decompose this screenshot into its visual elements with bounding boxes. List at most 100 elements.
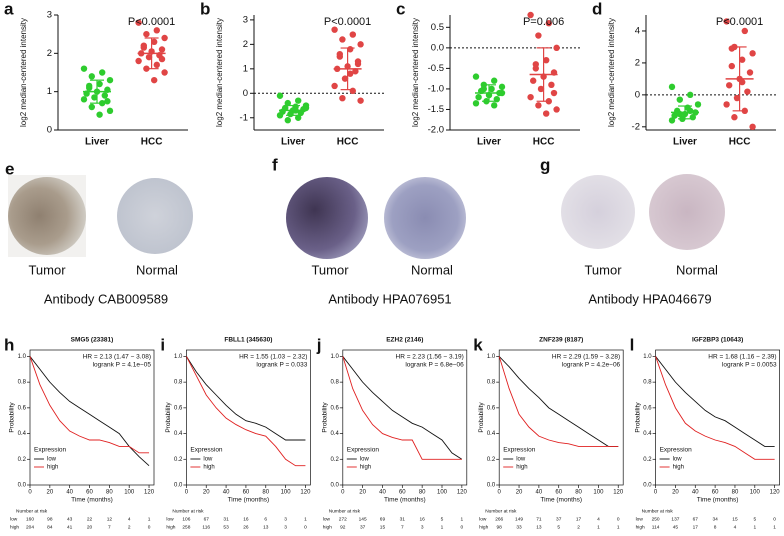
panel-letter: k	[473, 335, 483, 354]
risk-count: 116	[202, 524, 210, 530]
data-point	[480, 85, 487, 93]
km-title: ZNF239 (8187)	[539, 337, 583, 344]
plot-frame	[186, 349, 311, 486]
x-tick-label: 100	[124, 490, 135, 496]
x-tick-label: 80	[419, 490, 426, 496]
risk-count: 5	[557, 524, 560, 530]
data-point	[284, 99, 291, 107]
sample-label: Normal	[676, 262, 718, 277]
hr-text: HR = 2.13 (1.47 − 3.08)	[83, 354, 151, 361]
risk-count: 16	[243, 516, 249, 522]
data-point	[96, 80, 103, 88]
data-point	[151, 38, 158, 46]
legend-label: high	[203, 465, 214, 471]
sample-label: Normal	[411, 262, 453, 277]
data-point	[295, 114, 302, 121]
y-axis-label: log2 median-centered intensity	[215, 18, 224, 127]
survival-curve	[186, 356, 306, 441]
risk-count: 3	[284, 516, 287, 522]
y-tick-label: 0.0	[174, 483, 183, 489]
data-point	[357, 97, 364, 104]
risk-count: 160	[26, 516, 34, 522]
x-tick-label: Liver	[477, 137, 501, 148]
legend-label: high	[360, 465, 371, 471]
risk-row-label: low	[636, 516, 644, 522]
data-point	[668, 83, 676, 91]
y-tick-label: 0.0	[487, 483, 496, 489]
x-tick-label: HCC	[533, 137, 555, 148]
risk-count: 0	[461, 524, 464, 530]
risk-title: Number at risk	[642, 508, 674, 514]
antibody-label: Antibody HPA076951	[328, 291, 451, 306]
risk-count: 2	[128, 524, 131, 530]
risk-count: 6	[264, 516, 267, 522]
ihc-core	[8, 177, 86, 255]
x-tick-label: 60	[399, 490, 406, 496]
panel-letter: h	[4, 335, 14, 354]
y-tick-label: 0.6	[330, 405, 339, 411]
x-tick-label: 20	[359, 490, 366, 496]
risk-row-label: high	[479, 524, 488, 530]
data-point	[331, 82, 338, 90]
panel-letter: i	[160, 335, 165, 354]
data-point	[104, 98, 111, 105]
data-point	[535, 102, 542, 109]
y-tick-label: 2	[243, 39, 248, 50]
data-point	[728, 45, 735, 52]
panel-letter: c	[396, 0, 405, 18]
risk-count: 34	[712, 516, 718, 522]
x-tick-label: 80	[106, 490, 113, 496]
data-point	[106, 76, 114, 84]
risk-count: 145	[359, 516, 367, 522]
data-point	[532, 61, 539, 68]
x-tick-label: 120	[613, 490, 624, 496]
x-tick-label: 0	[498, 490, 502, 496]
data-point	[749, 50, 756, 57]
y-tick-label: -1	[240, 112, 248, 123]
p-value: P<0.0001	[128, 16, 175, 28]
x-axis-label: Time (months)	[540, 497, 582, 504]
data-point	[472, 73, 480, 80]
data-point	[527, 11, 534, 19]
x-axis-label: Time (months)	[697, 497, 739, 504]
data-point	[339, 94, 346, 102]
x-tick-label: 100	[750, 490, 761, 496]
y-axis-label: Probability	[634, 402, 641, 433]
risk-title: Number at risk	[172, 508, 204, 514]
risk-title: Number at risk	[485, 508, 517, 514]
data-point	[687, 91, 694, 99]
y-tick-label: 1.0	[643, 354, 652, 360]
data-point	[548, 81, 555, 89]
legend-label: high	[673, 465, 684, 471]
legend-label: high	[47, 465, 58, 471]
hr-text: HR = 1.68 (1.16 − 2.39)	[708, 354, 776, 361]
risk-count: 53	[223, 524, 229, 530]
y-tick-label: 0.8	[18, 380, 27, 386]
y-tick-label: 0.4	[18, 431, 27, 437]
data-point	[535, 32, 542, 39]
p-value: P<0.0001	[324, 16, 371, 28]
y-tick-label: 1.0	[18, 354, 27, 360]
ihc-core	[286, 177, 368, 259]
data-point	[689, 114, 696, 121]
legend-label: low	[360, 457, 370, 463]
data-point	[491, 77, 498, 84]
risk-count: 4	[734, 524, 737, 530]
x-tick-label: 20	[672, 490, 679, 496]
risk-count: 3	[421, 524, 424, 530]
data-point	[96, 111, 103, 118]
y-tick-label: 4	[635, 25, 640, 36]
data-point	[352, 68, 359, 75]
y-tick-label: 0.2	[18, 457, 27, 463]
risk-count: 13	[263, 524, 269, 530]
x-tick-label: 40	[379, 490, 386, 496]
x-tick-label: Liver	[281, 137, 305, 148]
risk-count: 1	[441, 524, 444, 530]
legend-label: high	[516, 465, 527, 471]
x-axis-label: Time (months)	[384, 497, 426, 504]
y-tick-label: 0.0	[431, 42, 444, 53]
data-point	[158, 46, 166, 53]
data-point	[475, 93, 482, 101]
risk-title: Number at risk	[16, 508, 48, 514]
risk-count: 15	[380, 524, 386, 530]
